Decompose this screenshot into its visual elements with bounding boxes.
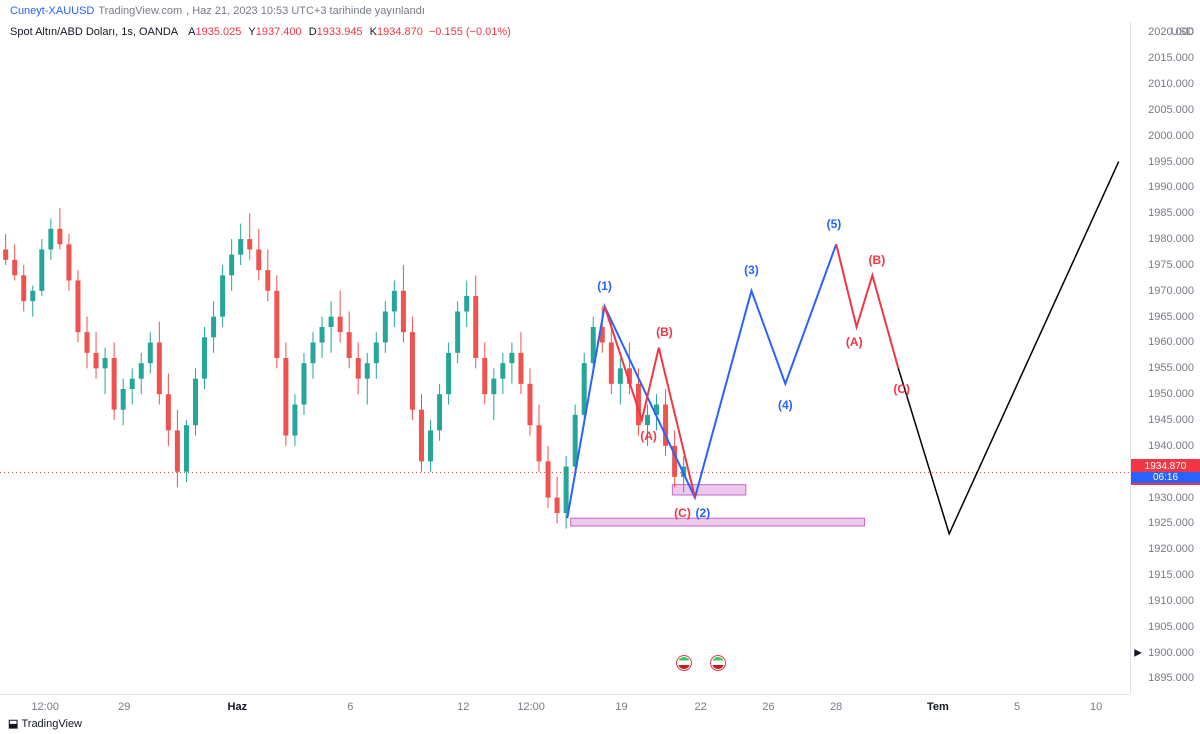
x-tick-label: 28: [830, 701, 842, 713]
x-tick-label: 10: [1090, 701, 1102, 713]
x-axis[interactable]: 12:00 29 Haz 6 12 12:00 19 22 26 28 Tem 5 10: [0, 694, 1130, 734]
y-tick-label: 1975.000: [1148, 259, 1194, 271]
price-change: −0.155 (−0.01%): [429, 26, 511, 38]
economic-event-icon[interactable]: [676, 655, 692, 671]
y-tick-label: 1945.000: [1148, 414, 1194, 426]
y-tick-label: 1985.000: [1148, 207, 1194, 219]
last-price-badge: 1934.87006:16: [1131, 459, 1200, 485]
y-tick-label: 1905.000: [1148, 621, 1194, 633]
y-tick-label: 1970.000: [1148, 285, 1194, 297]
y-tick-label: 1920.000: [1148, 543, 1194, 555]
publish-header: Cuneyt-XAUUSD TradingView.com , Haz 21, …: [0, 0, 1200, 22]
y-tick-label: 2005.000: [1148, 104, 1194, 116]
x-tick-label: 22: [694, 701, 706, 713]
x-tick-label: 12:00: [31, 701, 59, 713]
x-tick-label: 12: [457, 701, 469, 713]
symbol-info-line: Spot Altın/ABD Doları, 1s, OANDA A1935.0…: [10, 26, 511, 38]
y-tick-label: 2015.000: [1148, 52, 1194, 64]
y-tick-label: 1965.000: [1148, 311, 1194, 323]
y-tick-label: 1950.000: [1148, 388, 1194, 400]
chart-svg: [0, 22, 1130, 694]
tradingview-watermark: ⬓ TradingView: [8, 717, 82, 730]
y-tick-label: 1915.000: [1148, 569, 1194, 581]
price-arrow-icon: ▶: [1134, 647, 1142, 658]
x-tick-label: 19: [615, 701, 627, 713]
author-link[interactable]: Cuneyt-XAUUSD: [10, 5, 94, 17]
y-tick-label: 2000.000: [1148, 130, 1194, 142]
y-tick-label: 1930.000: [1148, 492, 1194, 504]
y-tick-label: 1960.000: [1148, 336, 1194, 348]
economic-event-icon[interactable]: [710, 655, 726, 671]
x-tick-label: Haz: [228, 701, 248, 713]
y-tick-label: 2010.000: [1148, 78, 1194, 90]
y-tick-label: 1925.000: [1148, 517, 1194, 529]
x-tick-label: 6: [347, 701, 353, 713]
site-name: TradingView.com: [98, 5, 182, 17]
publish-time: , Haz 21, 2023 10:53 UTC+3 tarihinde yay…: [186, 5, 425, 17]
chart-plot-area[interactable]: (1)(A)(B)(C)(2)(3)(4)(5)(A)(B)(C): [0, 22, 1130, 694]
y-tick-label: 1980.000: [1148, 233, 1194, 245]
y-tick-label: 1955.000: [1148, 362, 1194, 374]
y-tick-label: 1900.000: [1148, 647, 1194, 659]
y-axis[interactable]: USD 1895.0001900.0001905.0001910.0001915…: [1130, 22, 1200, 694]
x-tick-label: 5: [1014, 701, 1020, 713]
x-tick-label: Tem: [927, 701, 949, 713]
ohlc-block: A1935.025 Y1937.400 D1933.945 K1934.870: [184, 26, 423, 38]
y-tick-label: 1895.000: [1148, 672, 1194, 684]
tv-logo-icon: ⬓: [8, 718, 18, 730]
chart-container: (1)(A)(B)(C)(2)(3)(4)(5)(A)(B)(C) USD 18…: [0, 22, 1200, 734]
y-tick-label: 1995.000: [1148, 156, 1194, 168]
symbol-name[interactable]: Spot Altın/ABD Doları, 1s, OANDA: [10, 26, 178, 38]
y-tick-label: 1940.000: [1148, 440, 1194, 452]
y-tick-label: 1990.000: [1148, 181, 1194, 193]
x-tick-label: 26: [762, 701, 774, 713]
y-tick-label: 2020.000: [1148, 26, 1194, 38]
y-tick-label: 1910.000: [1148, 595, 1194, 607]
x-tick-label: 12:00: [517, 701, 545, 713]
x-tick-label: 29: [118, 701, 130, 713]
